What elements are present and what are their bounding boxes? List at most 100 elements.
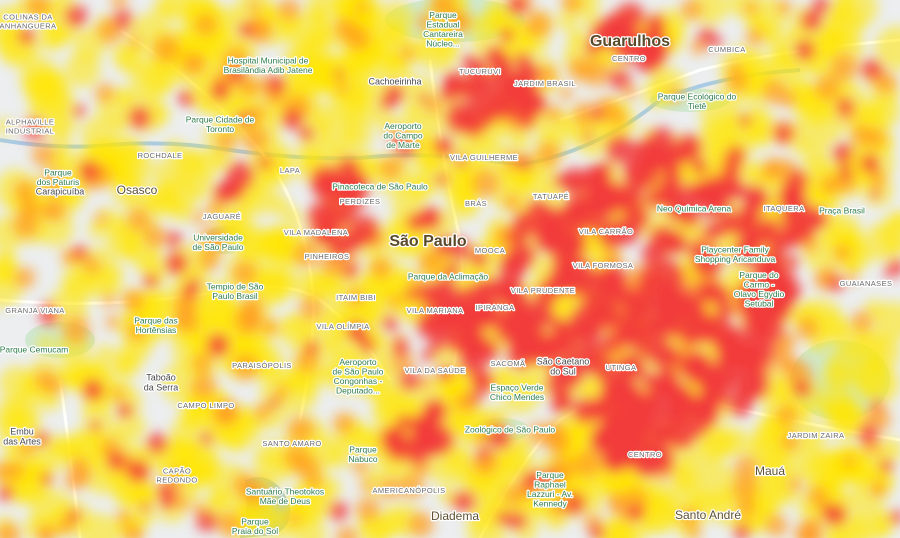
- heat-low: [121, 140, 141, 160]
- heat-high: [394, 135, 417, 158]
- heat-mid: [332, 412, 355, 434]
- heat-high: [210, 81, 230, 102]
- heat-mid: [764, 514, 788, 538]
- place-label: Brasilândia Adib Jatene: [224, 65, 313, 75]
- heat-mid: [687, 526, 702, 538]
- heat-mid: [335, 526, 359, 538]
- heat-high: [466, 124, 481, 139]
- place-label: Hortênsias: [136, 325, 177, 335]
- heat-high: [600, 333, 621, 354]
- place-label: CENTRO: [612, 54, 646, 63]
- heat-low: [817, 399, 836, 418]
- heat-low: [73, 429, 111, 467]
- heat-high: [869, 188, 881, 200]
- heat-mid: [126, 207, 151, 232]
- heat-high: [348, 192, 366, 210]
- heat-low: [603, 524, 621, 538]
- place-label: IPIRANGA: [475, 303, 514, 312]
- heat-mid: [287, 512, 301, 525]
- heat-high: [722, 178, 738, 194]
- heat-high: [743, 299, 770, 326]
- heat-high: [583, 131, 594, 142]
- heat-mid: [536, 141, 561, 167]
- place-label: Pinacoteca de São Paulo: [332, 181, 428, 191]
- heat-mid: [198, 249, 220, 271]
- heat-mid: [541, 421, 568, 447]
- heat-low: [356, 276, 400, 320]
- heat-high: [406, 212, 426, 232]
- heat-high: [471, 370, 495, 394]
- heat-mid: [209, 230, 228, 249]
- heat-mid: [567, 56, 593, 82]
- place-label: TATUAPÉ: [533, 192, 569, 201]
- heat-high: [230, 180, 243, 193]
- place-label: Nabuco: [348, 454, 378, 464]
- heat-high: [336, 156, 361, 181]
- heat-low: [671, 467, 696, 492]
- place-label: Parque da Aclimação: [408, 271, 489, 281]
- heat-high: [690, 183, 714, 207]
- heat-high: [517, 110, 536, 129]
- heat-mid: [424, 97, 442, 115]
- heat-high: [227, 66, 246, 84]
- heat-mid: [231, 260, 257, 286]
- place-label: LAPA: [280, 166, 300, 175]
- place-label: Playcenter Family: [701, 245, 769, 255]
- heat-mid: [865, 128, 887, 149]
- heat-high: [549, 316, 566, 333]
- heat-high: [879, 458, 894, 474]
- heat-low: [284, 208, 303, 227]
- heat-high: [628, 504, 645, 521]
- heat-mid: [172, 315, 190, 332]
- heat-high: [0, 485, 15, 502]
- heat-low: [760, 26, 781, 47]
- heat-low: [377, 111, 401, 135]
- heat-high: [761, 276, 783, 298]
- place-label: Parque das: [134, 316, 177, 326]
- heat-high: [744, 184, 767, 207]
- heat-mid: [733, 455, 760, 481]
- heat-high: [140, 501, 151, 513]
- heat-mid: [728, 61, 742, 75]
- place-label: JAGUARÉ: [203, 212, 241, 221]
- heat-high: [697, 27, 718, 47]
- heat-mid: [572, 101, 598, 127]
- heat-high: [23, 117, 46, 140]
- heat-mid: [185, 318, 200, 333]
- heat-low: [60, 360, 91, 391]
- heat-low: [832, 0, 856, 12]
- heat-high: [72, 104, 86, 118]
- heat-high: [39, 307, 59, 327]
- heat-high: [601, 184, 620, 203]
- heat-high: [667, 200, 688, 222]
- heat-high: [478, 94, 506, 123]
- heat-high: [515, 86, 545, 115]
- place-label: TUCURUVI: [459, 67, 501, 76]
- place-label: Praia do Sol: [232, 526, 278, 536]
- heat-mid: [795, 521, 820, 538]
- heat-high: [499, 28, 514, 43]
- heat-high: [613, 435, 642, 464]
- heat-mid: [726, 70, 749, 93]
- heat-high: [580, 285, 612, 316]
- place-label: INDUSTRIAL: [6, 126, 55, 135]
- place-label: Hospital Municipal de: [228, 56, 309, 66]
- heat-high: [333, 69, 345, 80]
- heat-mid: [0, 461, 11, 482]
- heat-high: [597, 220, 626, 250]
- place-label: Neo Química Arena: [657, 203, 731, 213]
- heat-mid: [346, 288, 365, 307]
- place-label: Guarulhos: [590, 33, 670, 50]
- heat-high: [468, 391, 483, 406]
- heat-high: [218, 190, 232, 205]
- heat-mid: [667, 87, 683, 103]
- heat-high: [298, 126, 315, 142]
- heat-high: [437, 365, 454, 382]
- heat-low: [51, 124, 68, 141]
- heat-high: [384, 84, 405, 105]
- place-label: Lazzuri - Av.: [527, 489, 573, 499]
- heat-high: [509, 331, 538, 360]
- heat-low: [180, 441, 221, 482]
- heat-low: [111, 347, 142, 377]
